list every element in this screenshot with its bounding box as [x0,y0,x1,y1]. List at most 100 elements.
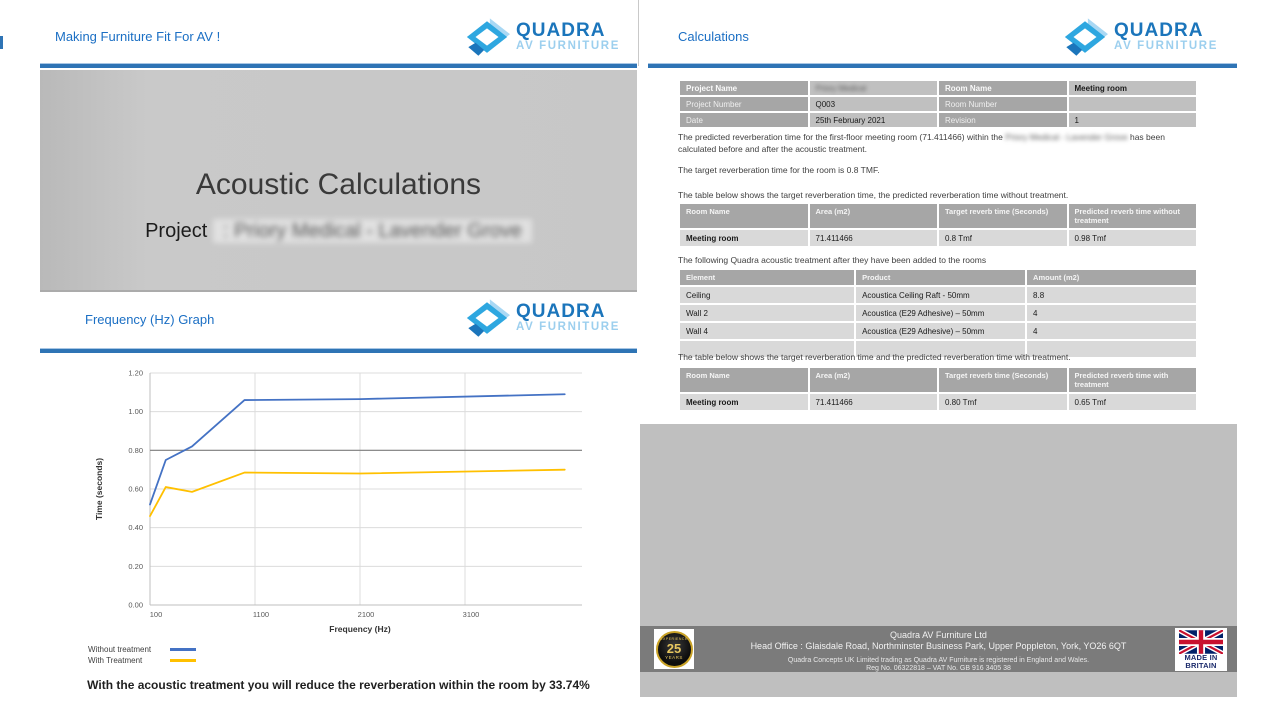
table-header-cell: Product [856,270,1026,285]
svg-text:1100: 1100 [253,610,269,619]
table-header-cell: Area (m2) [809,368,937,392]
table-cell: Acoustica (E29 Adhesive) – 50mm [856,323,1026,339]
logo-text: QUADRA AV FURNITURE [1114,21,1218,53]
intro-paragraph: The predicted reverberation time for the… [678,132,1202,156]
table-cell: Project Name [680,81,808,95]
britain-label: BRITAIN [1185,660,1217,670]
table-without-intro: The table below shows the target reverbe… [678,190,1069,200]
table-cell: Room Name [939,81,1067,95]
table-header-cell: Area (m2) [809,204,937,228]
logo-text-quadra: QUADRA [516,20,606,42]
svg-text:0.60: 0.60 [128,485,143,494]
table-cell: Wall 4 [680,323,855,339]
document-title: Acoustic Calculations [195,168,482,201]
table-cell: 4 [1027,323,1196,339]
table-header-cell: Amount (m2) [1027,270,1196,285]
made-in-label: MADE IN [1184,653,1218,662]
table-cell: 8.8 [1027,287,1196,303]
table-row: Project Number Q003 Room Number [680,97,1196,111]
page-title: Making Furniture Fit For AV ! [55,29,221,44]
company-reg-vat: Reg No. 06322818 – VAT No. GB 916 3405 3… [866,664,1011,672]
table-header-cell: Predicted reverb time without treatment [1068,204,1196,228]
svg-text:0.00: 0.00 [128,601,143,610]
section-rule [40,348,637,353]
intro-text-before: The predicted reverberation time for the… [678,132,1006,142]
table-with-intro: The table below shows the target reverbe… [678,352,1071,362]
edge-marker [0,36,3,49]
header-rule [648,63,1237,68]
table-cell: Acoustica Ceiling Raft - 50mm [856,287,1026,303]
25-years-badge-icon: EXPERIENCE 25 YEARS [654,629,694,669]
table-cell: Priory Medical [809,81,937,95]
footer-bar: EXPERIENCE 25 YEARS Quadra AV Furniture … [640,626,1237,672]
svg-text:0.40: 0.40 [128,523,143,532]
table-header-row: Room Name Area (m2) Target reverb time (Se… [680,204,1196,228]
table-cell [1068,97,1196,111]
table-row: Wall 2 Acoustica (E29 Adhesive) – 50mm 4 [680,305,1196,321]
table-header-cell: Target reverb time (Seconds) [939,204,1067,228]
union-jack-icon [1179,630,1223,654]
quadra-logo: QUADRA AV FURNITURE [1062,17,1218,57]
quadra-logo: QUADRA AV FURNITURE [464,298,620,338]
table-cell: 71.411466 [809,230,937,246]
table-cell: Meeting room [680,230,808,246]
25-years-badge-circle: EXPERIENCE 25 YEARS [655,630,693,668]
svg-text:Frequency (Hz): Frequency (Hz) [329,624,391,634]
intro-text-after: has been calculated before and after the… [678,132,1165,154]
table-cell: 4 [1027,305,1196,321]
project-subtitle-prefix: Project [145,220,213,242]
legend-label: With Treatment [88,656,143,665]
table-row: Meeting room 71.411466 0.80 Tmf 0.65 Tmf [680,394,1196,410]
table-cell: 25th February 2021 [809,113,937,127]
legend-label: Without treatment [88,645,152,654]
made-in-britain-badge: MADE IN BRITAIN [1175,628,1227,671]
svg-text:0.20: 0.20 [128,562,143,571]
table-cell: Date [680,113,808,127]
table-row: Date 25th February 2021 Revision 1 [680,113,1196,127]
table-header-row: Element Product Amount (m2) [680,270,1196,285]
table-cell: 0.8 Tmf [939,230,1067,246]
page-calculations: Calculations QUADRA AV FURNITURE Project… [640,0,1240,720]
table-header-cell: Element [680,270,855,285]
table-cell: Project Number [680,97,808,111]
page-divider [638,0,639,66]
svg-text:1.00: 1.00 [128,407,143,416]
frequency-chart-svg: 0.00 0.20 0.40 0.60 0.80 1.00 1.20 100 1100 2100 3… [94,369,582,634]
logo-text-av-furniture: AV FURNITURE [516,321,620,334]
table-cell [680,341,855,357]
company-address: Head Office : Glaisdale Road, Northminst… [750,641,1127,652]
badge-number: 25 [666,640,682,656]
quadra-logo-icon [466,299,511,337]
footer-text: Quadra AV Furniture Ltd Head Office : Gl… [715,630,1162,673]
logo-text-quadra: QUADRA [1114,20,1204,42]
header-rule [40,63,637,68]
quadra-logo: QUADRA AV FURNITURE [464,17,620,57]
table-cell: Wall 2 [680,305,855,321]
reverb-without-treatment-table: Room Name Area (m2) Target reverb time (Se… [678,202,1198,248]
table-cell: Q003 [809,97,937,111]
svg-text:2100: 2100 [358,610,375,619]
table-row: Wall 4 Acoustica (E29 Adhesive) – 50mm 4 [680,323,1196,339]
quadra-logo-icon [466,18,511,56]
title-banner: Acoustic Calculations Project : Priory M… [40,70,637,292]
treatment-intro: The following Quadra acoustic treatment … [678,255,987,265]
logo-text: QUADRA AV FURNITURE [516,302,620,334]
table-header-cell: Room Name [680,204,808,228]
table-cell: 0.80 Tmf [939,394,1067,410]
legend-item: With Treatment [88,655,196,666]
table-cell: Ceiling [680,287,855,303]
table-row: Project Name Priory Medical Room Name Meeti… [680,81,1196,95]
logo-text-av-furniture: AV FURNITURE [516,40,620,53]
badge-arc-label: EXPERIENCE [660,637,688,642]
badge-years-label: YEARS [665,654,683,660]
table-cell: Room Number [939,97,1067,111]
svg-text:3100: 3100 [463,610,480,619]
legend-swatch [170,648,196,651]
svg-text:1.20: 1.20 [128,369,143,378]
table-header-cell: Predicted reverb time with treatment [1068,368,1196,392]
table-cell: Meeting room [1068,81,1196,95]
frequency-chart: 0.00 0.20 0.40 0.60 0.80 1.00 1.20 100 1100 2100 3… [90,360,610,645]
table-cell: 0.65 Tmf [1068,394,1196,410]
table-cell: Meeting room [680,394,808,410]
legend-swatch [170,659,196,662]
